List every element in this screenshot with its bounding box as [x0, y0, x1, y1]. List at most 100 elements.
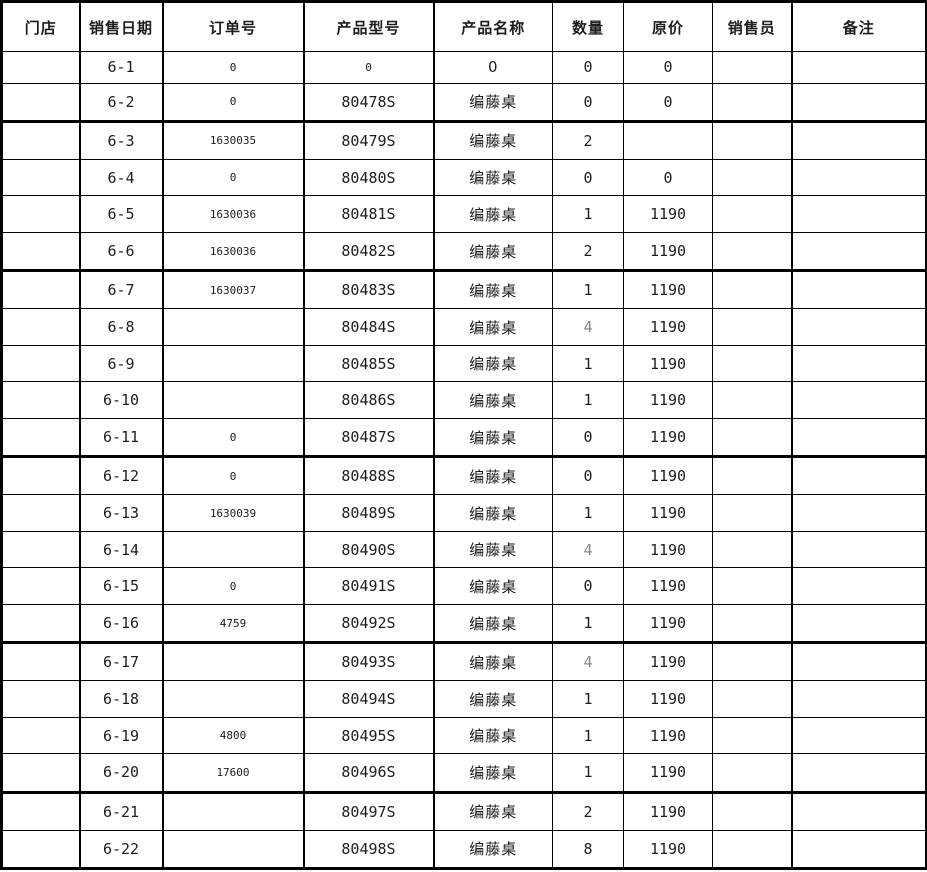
cell-price: 1190: [623, 829, 713, 870]
table-row: 6-11 0 80487S 编藤桌 0 1190: [1, 417, 927, 459]
cell-name: 编藤桌: [433, 270, 553, 310]
cell-qty: 1: [552, 344, 624, 383]
cell-qty: 1: [552, 680, 624, 718]
column-header-date: 销售日期: [79, 1, 164, 52]
cell-model: 80483S: [303, 270, 435, 310]
table-row: 6-1 0 0 0 0 0: [1, 51, 927, 84]
cell-order-no: 0: [162, 456, 305, 496]
cell-store: [1, 82, 81, 123]
cell-order-no: 4759: [162, 603, 305, 645]
cell-store: [1, 158, 81, 197]
cell-qty: 1: [552, 603, 624, 645]
cell-price: 1190: [623, 417, 713, 459]
cell-model: 80487S: [303, 417, 435, 459]
table-row: 6-3 1630035 80479S 编藤桌 2: [1, 120, 927, 160]
cell-store: [1, 716, 81, 755]
column-header-order-no: 订单号: [162, 1, 305, 52]
table-row: 6-18 80494S 编藤桌 1 1190: [1, 680, 927, 718]
cell-store: [1, 753, 81, 794]
cell-store: [1, 51, 81, 84]
table-row: 6-6 1630036 80482S 编藤桌 2 1190: [1, 231, 927, 273]
cell-seller: [712, 195, 793, 233]
cell-store: [1, 120, 81, 160]
cell-store: [1, 417, 81, 459]
cell-date: 6-21: [79, 791, 164, 831]
cell-model: 80490S: [303, 530, 435, 569]
cell-store: [1, 270, 81, 310]
cell-store: [1, 603, 81, 645]
cell-store: [1, 381, 81, 419]
cell-order-no: 1630035: [162, 120, 305, 160]
column-header-seller: 销售员: [712, 1, 793, 52]
cell-qty: 1: [552, 195, 624, 233]
cell-qty: 1: [552, 381, 624, 419]
cell-note: [791, 456, 927, 496]
cell-date: 6-10: [79, 381, 164, 419]
cell-note: [791, 716, 927, 755]
cell-seller: [712, 494, 793, 532]
cell-price: 0: [623, 158, 713, 197]
cell-model: 80488S: [303, 456, 435, 496]
cell-note: [791, 530, 927, 569]
cell-model: 80493S: [303, 642, 435, 682]
cell-order-no: 1630036: [162, 231, 305, 273]
cell-seller: [712, 642, 793, 682]
cell-seller: [712, 82, 793, 123]
cell-price: 1190: [623, 270, 713, 310]
cell-price: 1190: [623, 530, 713, 569]
column-header-note: 备注: [791, 1, 927, 52]
cell-order-no: 1630039: [162, 494, 305, 532]
cell-name: 编藤桌: [433, 344, 553, 383]
cell-name: 编藤桌: [433, 642, 553, 682]
cell-store: [1, 195, 81, 233]
cell-price: 1190: [623, 308, 713, 346]
cell-order-no: 4800: [162, 716, 305, 755]
cell-note: [791, 51, 927, 84]
cell-order-no: 0: [162, 51, 305, 84]
table-row: 6-20 17600 80496S 编藤桌 1 1190: [1, 753, 927, 794]
cell-price: [623, 120, 713, 160]
cell-date: 6-8: [79, 308, 164, 346]
cell-date: 6-19: [79, 716, 164, 755]
cell-price: 1190: [623, 603, 713, 645]
cell-model: 80497S: [303, 791, 435, 831]
cell-note: [791, 308, 927, 346]
cell-name: 编藤桌: [433, 120, 553, 160]
cell-name: 编藤桌: [433, 381, 553, 419]
cell-seller: [712, 158, 793, 197]
sales-table-body: 6-1 0 0 0 0 0 6-2 0 80478S 编藤桌 0 0 6-3 1…: [1, 51, 927, 870]
cell-note: [791, 195, 927, 233]
cell-qty: 2: [552, 231, 624, 273]
cell-seller: [712, 344, 793, 383]
cell-seller: [712, 308, 793, 346]
cell-note: [791, 417, 927, 459]
cell-note: [791, 120, 927, 160]
cell-store: [1, 231, 81, 273]
cell-qty: 0: [552, 567, 624, 605]
cell-name: 编藤桌: [433, 417, 553, 459]
cell-name: 编藤桌: [433, 567, 553, 605]
table-row: 6-5 1630036 80481S 编藤桌 1 1190: [1, 195, 927, 233]
cell-order-no: 0: [162, 82, 305, 123]
table-row: 6-16 4759 80492S 编藤桌 1 1190: [1, 603, 927, 645]
table-row: 6-17 80493S 编藤桌 4 1190: [1, 642, 927, 682]
cell-seller: [712, 417, 793, 459]
cell-seller: [712, 791, 793, 831]
cell-date: 6-17: [79, 642, 164, 682]
cell-note: [791, 642, 927, 682]
cell-store: [1, 494, 81, 532]
cell-price: 0: [623, 82, 713, 123]
cell-price: 1190: [623, 381, 713, 419]
cell-price: 1190: [623, 753, 713, 794]
cell-price: 0: [623, 51, 713, 84]
sales-table-header: 门店 销售日期 订单号 产品型号 产品名称 数量 原价 销售员 备注: [1, 1, 927, 52]
cell-model: 0: [303, 51, 435, 84]
cell-note: [791, 829, 927, 870]
cell-order-no: [162, 381, 305, 419]
table-row: 6-4 0 80480S 编藤桌 0 0: [1, 158, 927, 197]
cell-model: 80479S: [303, 120, 435, 160]
table-row: 6-21 80497S 编藤桌 2 1190: [1, 791, 927, 831]
cell-qty: 0: [552, 456, 624, 496]
cell-seller: [712, 753, 793, 794]
